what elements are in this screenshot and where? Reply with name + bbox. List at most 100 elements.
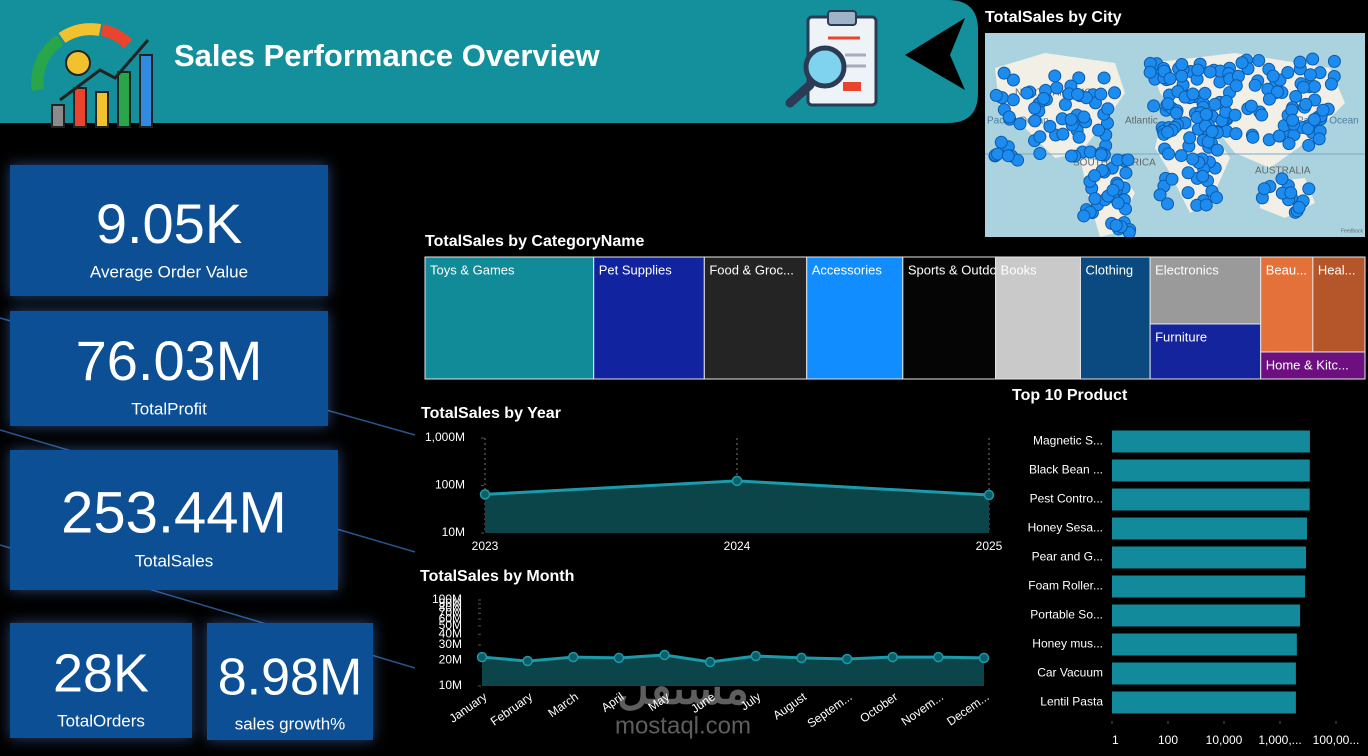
city-dot (1161, 197, 1175, 211)
logo-icon (31, 23, 153, 128)
city-dot (1048, 69, 1062, 83)
city-dot (994, 135, 1008, 149)
city-dot (1028, 114, 1042, 128)
y-tick-label: Portable So... (1030, 608, 1103, 622)
city-dot (1198, 86, 1212, 100)
y-tick-label: Car Vacuum (1037, 666, 1103, 680)
city-dot (1293, 55, 1307, 69)
tile-label: Clothing (1085, 262, 1133, 277)
treemap-tile (902, 256, 997, 380)
city-dot (1109, 218, 1123, 232)
city-dot (1235, 56, 1249, 70)
city-dot (1001, 149, 1015, 163)
data-point (933, 651, 944, 663)
x-tick-label: 2024 (724, 539, 751, 553)
city-dot (1316, 103, 1330, 117)
bar (1112, 662, 1296, 685)
city-dot (1306, 52, 1320, 66)
x-tick-label: August (770, 689, 809, 722)
city-dot (1312, 132, 1326, 146)
kpi-label: Average Order Value (90, 262, 248, 281)
kpi-label: TotalSales (135, 551, 213, 570)
city-dot (1094, 87, 1108, 101)
city-dot (1121, 153, 1135, 167)
data-point (978, 652, 990, 664)
map-label: AUSTRALIA (1255, 166, 1311, 177)
bar (1112, 546, 1307, 569)
city-dot (1296, 80, 1310, 94)
city-dot (1307, 112, 1321, 126)
kpi-label: TotalOrders (57, 711, 145, 730)
city-dot (1208, 97, 1222, 111)
city-dot (1324, 77, 1338, 91)
data-point (796, 652, 807, 664)
x-tick-label: January (447, 690, 490, 726)
treemap-tile (995, 256, 1081, 380)
city-dot (1262, 92, 1276, 106)
map-dots (988, 52, 1341, 237)
city-dot (1064, 112, 1078, 126)
y-tick-label: 1,000M (425, 430, 465, 444)
report-icon (785, 10, 878, 108)
treemap-tile (1149, 256, 1262, 325)
data-point (750, 650, 762, 662)
city-dot (1165, 172, 1179, 186)
chart-title: Top 10 Product (1012, 387, 1128, 404)
data-point (704, 656, 716, 668)
y-tick-label: Foam Roller... (1028, 579, 1103, 593)
city-dot (1071, 87, 1085, 101)
city-dot (1119, 166, 1133, 180)
city-dot (1327, 54, 1341, 68)
city-dot (1246, 130, 1260, 144)
city-dot (1043, 119, 1057, 133)
bar (1112, 575, 1305, 598)
nav-arrow[interactable] (905, 18, 965, 90)
city-dot (1033, 146, 1047, 160)
city-dot (1266, 69, 1280, 83)
map-title: TotalSales by City (985, 9, 1122, 26)
city-dot (1307, 80, 1321, 94)
data-point (983, 489, 995, 501)
data-point (613, 652, 625, 664)
city-dot (1303, 68, 1317, 82)
y-tick-label: 20M (439, 652, 462, 666)
city-dot (1108, 86, 1122, 100)
city-dot (991, 147, 1005, 161)
kpi-card (10, 450, 338, 590)
city-dot (1072, 130, 1086, 144)
treemap-tile (1312, 256, 1366, 353)
y-tick-label: Lentil Pasta (1040, 695, 1103, 709)
city-dot (1302, 138, 1316, 152)
city-dot (1281, 66, 1295, 80)
city-dot (1147, 99, 1161, 113)
tile-label: Heal... (1318, 262, 1356, 277)
x-tick-label: 2025 (976, 539, 1003, 553)
city-dot (1209, 191, 1223, 205)
city-dot (1028, 101, 1042, 115)
city-dot (1191, 63, 1205, 77)
x-tick-label: 1 (1112, 733, 1119, 747)
x-tick-label: 100 (1158, 733, 1178, 747)
city-dot (1203, 65, 1217, 79)
tile-label: Beau... (1266, 262, 1307, 277)
area-fill (482, 655, 984, 686)
tile-label: Sports & Outdoors (908, 262, 1015, 277)
header-title: Sales Performance Overview (174, 38, 601, 73)
kpi-value: 28K (53, 643, 149, 703)
treemap-tile (1079, 256, 1151, 380)
city-dot (1072, 71, 1086, 85)
city-dot (1020, 86, 1034, 100)
city-dot (1175, 58, 1189, 72)
series-line (481, 653, 985, 664)
city-dot (1244, 99, 1258, 113)
map[interactable]: NORTH AMERICAPacific OceanAtlanticSOUTH … (985, 33, 1365, 239)
y-tick-label: 60M (439, 611, 462, 625)
city-dot (1229, 79, 1243, 93)
city-dot (1255, 108, 1269, 122)
city-dot (997, 66, 1011, 80)
y-tick-label: Honey mus... (1032, 637, 1103, 651)
bar (1112, 517, 1307, 540)
city-dot (1229, 127, 1243, 141)
data-point (479, 489, 491, 500)
x-tick-label: 1,000,... (1258, 733, 1301, 747)
